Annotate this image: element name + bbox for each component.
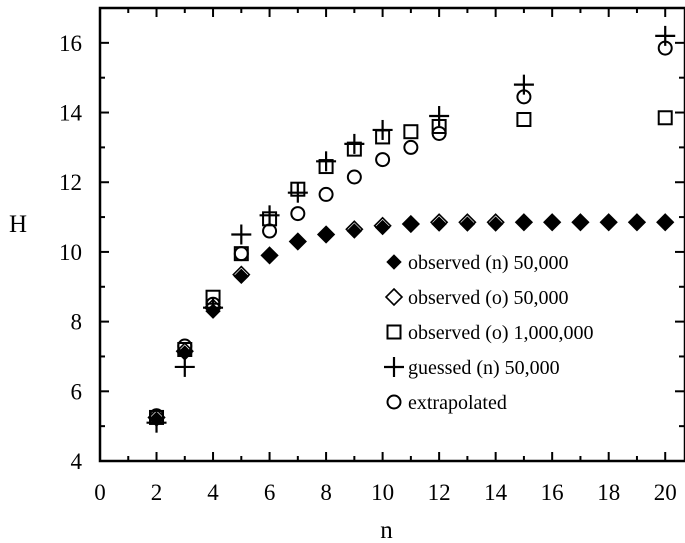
data-point bbox=[655, 25, 676, 46]
legend-label: guessed (n) 50,000 bbox=[408, 357, 560, 379]
x-tick-label: 0 bbox=[94, 480, 106, 505]
data-point bbox=[316, 225, 336, 244]
y-tick-label: 14 bbox=[59, 101, 83, 126]
data-point bbox=[403, 124, 419, 140]
data-point bbox=[657, 214, 673, 231]
data-point bbox=[288, 232, 307, 251]
data-point bbox=[627, 213, 647, 232]
tick-marks bbox=[100, 7, 684, 461]
data-point bbox=[373, 216, 392, 235]
y-tick-labels: 4 6 8 10 12 14 16 bbox=[59, 31, 83, 474]
data-point bbox=[177, 338, 193, 354]
data-point bbox=[233, 246, 249, 262]
legend-item: guessed (n) 50,000 bbox=[384, 357, 560, 379]
data-point bbox=[657, 110, 673, 126]
data-point bbox=[344, 133, 365, 154]
x-tick-label: 18 bbox=[597, 480, 620, 505]
data-point bbox=[345, 220, 364, 239]
y-tick-label: 6 bbox=[71, 379, 83, 404]
data-point bbox=[375, 152, 391, 168]
x-tick-label: 20 bbox=[654, 480, 677, 505]
series-open-circle bbox=[149, 40, 673, 424]
legend-marker bbox=[386, 254, 402, 270]
x-tick-label: 8 bbox=[320, 480, 332, 505]
data-point bbox=[544, 214, 560, 231]
data-point bbox=[458, 213, 477, 232]
x-tick-label: 14 bbox=[484, 480, 508, 505]
data-point bbox=[629, 214, 645, 231]
legend-item: extrapolated bbox=[386, 392, 507, 414]
data-point bbox=[486, 213, 505, 232]
legend: observed (n) 50,000 observed (o) 50,000 ob… bbox=[384, 252, 594, 414]
data-point bbox=[261, 247, 278, 264]
y-tick-label: 4 bbox=[71, 449, 83, 474]
data-point bbox=[232, 265, 251, 284]
data-point bbox=[372, 119, 393, 140]
data-point bbox=[259, 205, 280, 226]
data-point bbox=[599, 213, 618, 232]
legend-marker bbox=[386, 394, 402, 410]
data-point bbox=[174, 356, 195, 377]
data-point bbox=[203, 297, 224, 318]
data-point bbox=[346, 169, 362, 185]
legend-item: observed (o) 1,000,000 bbox=[386, 322, 594, 344]
x-axis-label: n bbox=[380, 517, 393, 543]
legend-marker bbox=[384, 287, 404, 307]
data-point bbox=[516, 214, 532, 231]
y-axis-label: H bbox=[9, 211, 27, 238]
plot-frame bbox=[98, 6, 685, 463]
data-point bbox=[513, 74, 534, 95]
data-point bbox=[260, 246, 279, 265]
data-point bbox=[600, 214, 617, 231]
data-point bbox=[514, 213, 534, 232]
data-point bbox=[543, 213, 562, 232]
data-point bbox=[149, 408, 165, 424]
data-point bbox=[657, 40, 673, 56]
data-point bbox=[205, 296, 221, 312]
data-point bbox=[516, 89, 532, 105]
data-point bbox=[318, 226, 334, 243]
data-point bbox=[516, 112, 532, 128]
legend-label: observed (o) 1,000,000 bbox=[408, 322, 594, 344]
x-tick-label: 10 bbox=[371, 480, 394, 505]
data-point bbox=[572, 214, 589, 231]
y-tick-label: 8 bbox=[71, 310, 83, 335]
x-tick-label: 16 bbox=[541, 480, 564, 505]
legend-label: observed (o) 50,000 bbox=[408, 287, 569, 309]
y-tick-label: 10 bbox=[59, 240, 82, 265]
data-point bbox=[401, 214, 421, 234]
data-point bbox=[290, 233, 306, 250]
data-point bbox=[429, 106, 450, 127]
data-point bbox=[403, 139, 419, 155]
y-tick-label: 12 bbox=[59, 170, 82, 195]
data-point bbox=[429, 213, 449, 232]
legend-marker bbox=[386, 324, 402, 340]
data-marks bbox=[146, 25, 676, 433]
legend-marker bbox=[384, 357, 404, 377]
legend-item: observed (n) 50,000 bbox=[386, 252, 569, 274]
legend-item: observed (o) 50,000 bbox=[384, 287, 569, 309]
data-point bbox=[290, 206, 306, 222]
data-point bbox=[571, 213, 590, 232]
x-tick-labels: 0 2 4 6 8 10 12 14 16 18 20 bbox=[94, 480, 676, 505]
data-point bbox=[431, 125, 447, 141]
data-point bbox=[403, 216, 419, 232]
data-point bbox=[231, 224, 252, 245]
data-point bbox=[318, 186, 334, 202]
y-tick-label: 16 bbox=[59, 31, 82, 56]
x-tick-label: 4 bbox=[207, 480, 219, 505]
x-tick-label: 6 bbox=[264, 480, 276, 505]
legend-label: extrapolated bbox=[408, 392, 507, 414]
data-point bbox=[656, 213, 675, 232]
legend-label: observed (n) 50,000 bbox=[408, 252, 569, 274]
x-tick-label: 12 bbox=[428, 480, 451, 505]
data-point bbox=[316, 151, 337, 172]
x-tick-label: 2 bbox=[151, 480, 163, 505]
data-point bbox=[287, 182, 308, 203]
data-point bbox=[262, 223, 278, 239]
